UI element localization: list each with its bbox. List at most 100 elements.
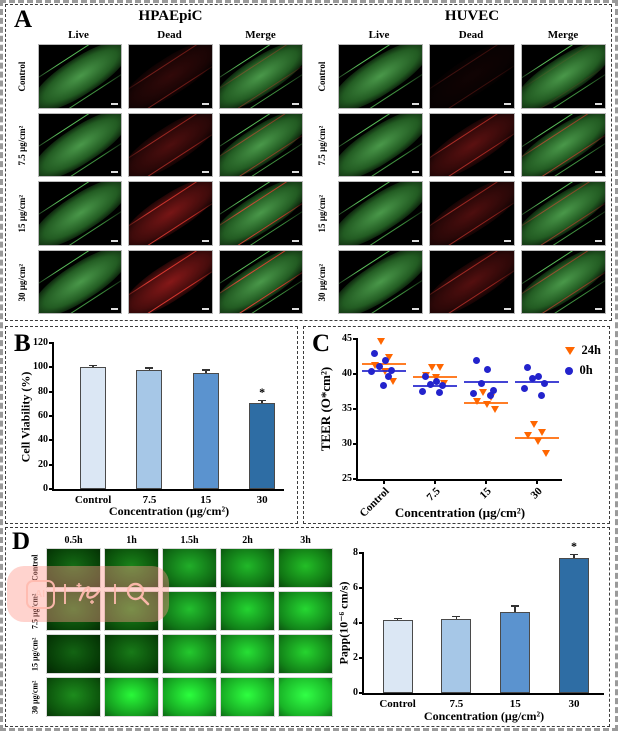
ai-logo-icon: AI [25,579,55,609]
scatter-point-24h [388,377,397,385]
column-header-merge: Merge [547,29,579,41]
channel-band [39,181,122,245]
fluorescence-tile [46,677,101,717]
micrograph-merge [520,112,606,177]
scale-bar [595,239,602,242]
bar [382,620,413,693]
scatter-point-24h [370,362,379,370]
scatter-point-24h [541,450,550,458]
watermark-divider [63,584,66,604]
y-tick-label: 100 [33,361,48,373]
row-label: 7.5 µg/cm² [17,124,27,165]
time-header: 1.5h [180,535,199,546]
channel-band [430,250,514,314]
channel-band [339,250,423,314]
error-bar [514,606,516,612]
micrograph-live [38,44,123,109]
micrograph-live [338,249,424,314]
error-bar [92,365,94,368]
scatter-point-0h [490,387,497,395]
y-tick-mark [49,439,54,442]
scatter-point-0h [521,385,528,393]
scatter-point-24h [482,400,491,408]
channel-band [39,44,122,108]
mean-line [361,370,406,373]
scale-bar [201,171,209,173]
micrograph-dead [429,181,515,246]
scatter-point-0h [385,373,392,381]
error-bar [455,616,458,619]
channel-band [430,113,514,177]
row-label: 30 µg/cm² [17,262,27,301]
hpaepic-group: HPAEpiC Live Dead Merge Control 7.5 µg/cm… [12,5,305,318]
scale-bar [503,308,511,310]
scale-bar [595,102,602,105]
fluorescence-tile [278,591,333,631]
scatter-point-24h [529,420,538,428]
panel-d-letter: D [12,528,31,555]
row-label: 7.5 µg/cm² [317,124,327,165]
scale-bar [503,239,511,242]
x-tick-label: Control [379,698,416,710]
y-tick-label: 4 [353,617,358,628]
channel-band [219,250,302,314]
scatter-point-24h [435,364,444,372]
fluorescence-tile [220,548,275,588]
fluorescence-tile [162,634,217,674]
x-tick-mark [382,479,385,484]
micrograph-live [38,249,123,314]
row-label: 15 µg/cm² [30,637,40,671]
y-tick-mark [49,342,54,344]
scatter-point-0h [436,389,443,397]
mean-line [514,436,559,439]
legend-label-24h: 24h [581,343,601,357]
viability-x-axis-label: Concentration (µg/cm²) [108,504,230,518]
scale-bar [201,239,209,242]
panel-b: B Cell Viability (%) 0 20 40 60 80 100 120 Cont… [5,326,298,524]
micrograph-merge [218,44,303,109]
legend-label-0h: 0h [579,363,593,377]
x-tick-label: 7.5 [142,494,157,506]
column-header-dead: Dead [458,29,484,41]
bar [441,618,472,693]
scale-bar [412,239,420,242]
scatter-point-0h [524,364,531,372]
channel-band [39,113,122,177]
fluorescence-tile [104,677,159,717]
scatter-point-24h [523,432,532,440]
micrograph-live [38,181,123,246]
y-tick-mark [353,373,358,375]
x-tick-label: Control [74,494,112,506]
y-tick-mark [49,415,54,417]
row-label: 15 µg/cm² [17,194,27,233]
error-bar-cap [570,553,578,556]
micrograph-dead [128,249,213,314]
scatter-point-0h [422,372,429,380]
mean-line [514,381,559,384]
channel-band [129,181,212,245]
y-tick-label: 30 [342,438,352,449]
magnifier-icon [126,582,149,606]
scatter-point-0h [427,381,434,388]
teer-x-axis-label: Concentration (µg/cm²) [394,505,526,520]
scatter-point-0h [541,380,548,388]
scale-bar [412,308,420,310]
y-tick-mark [359,692,364,694]
panel-a: A HPAEpiC Live Dead Merge Control 7.5 µg/… [5,4,612,321]
mean-line [463,381,508,384]
panel-c-letter: C [312,330,331,357]
channel-band [129,44,212,108]
column-header-live: Live [68,29,89,41]
y-tick-mark [359,587,364,589]
scatter-point-0h [484,366,491,374]
x-tick-label: 30 [568,698,580,710]
error-bar [573,554,575,559]
y-tick-mark [359,657,364,659]
huvec-column-headers: Live Dead Merge [336,29,606,41]
x-tick-label: 15 [200,494,212,506]
y-tick-label: 6 [353,582,358,593]
pen-sparkle-icon [76,583,100,604]
fluorescence-tile [46,634,101,674]
micrograph-merge [218,112,303,177]
